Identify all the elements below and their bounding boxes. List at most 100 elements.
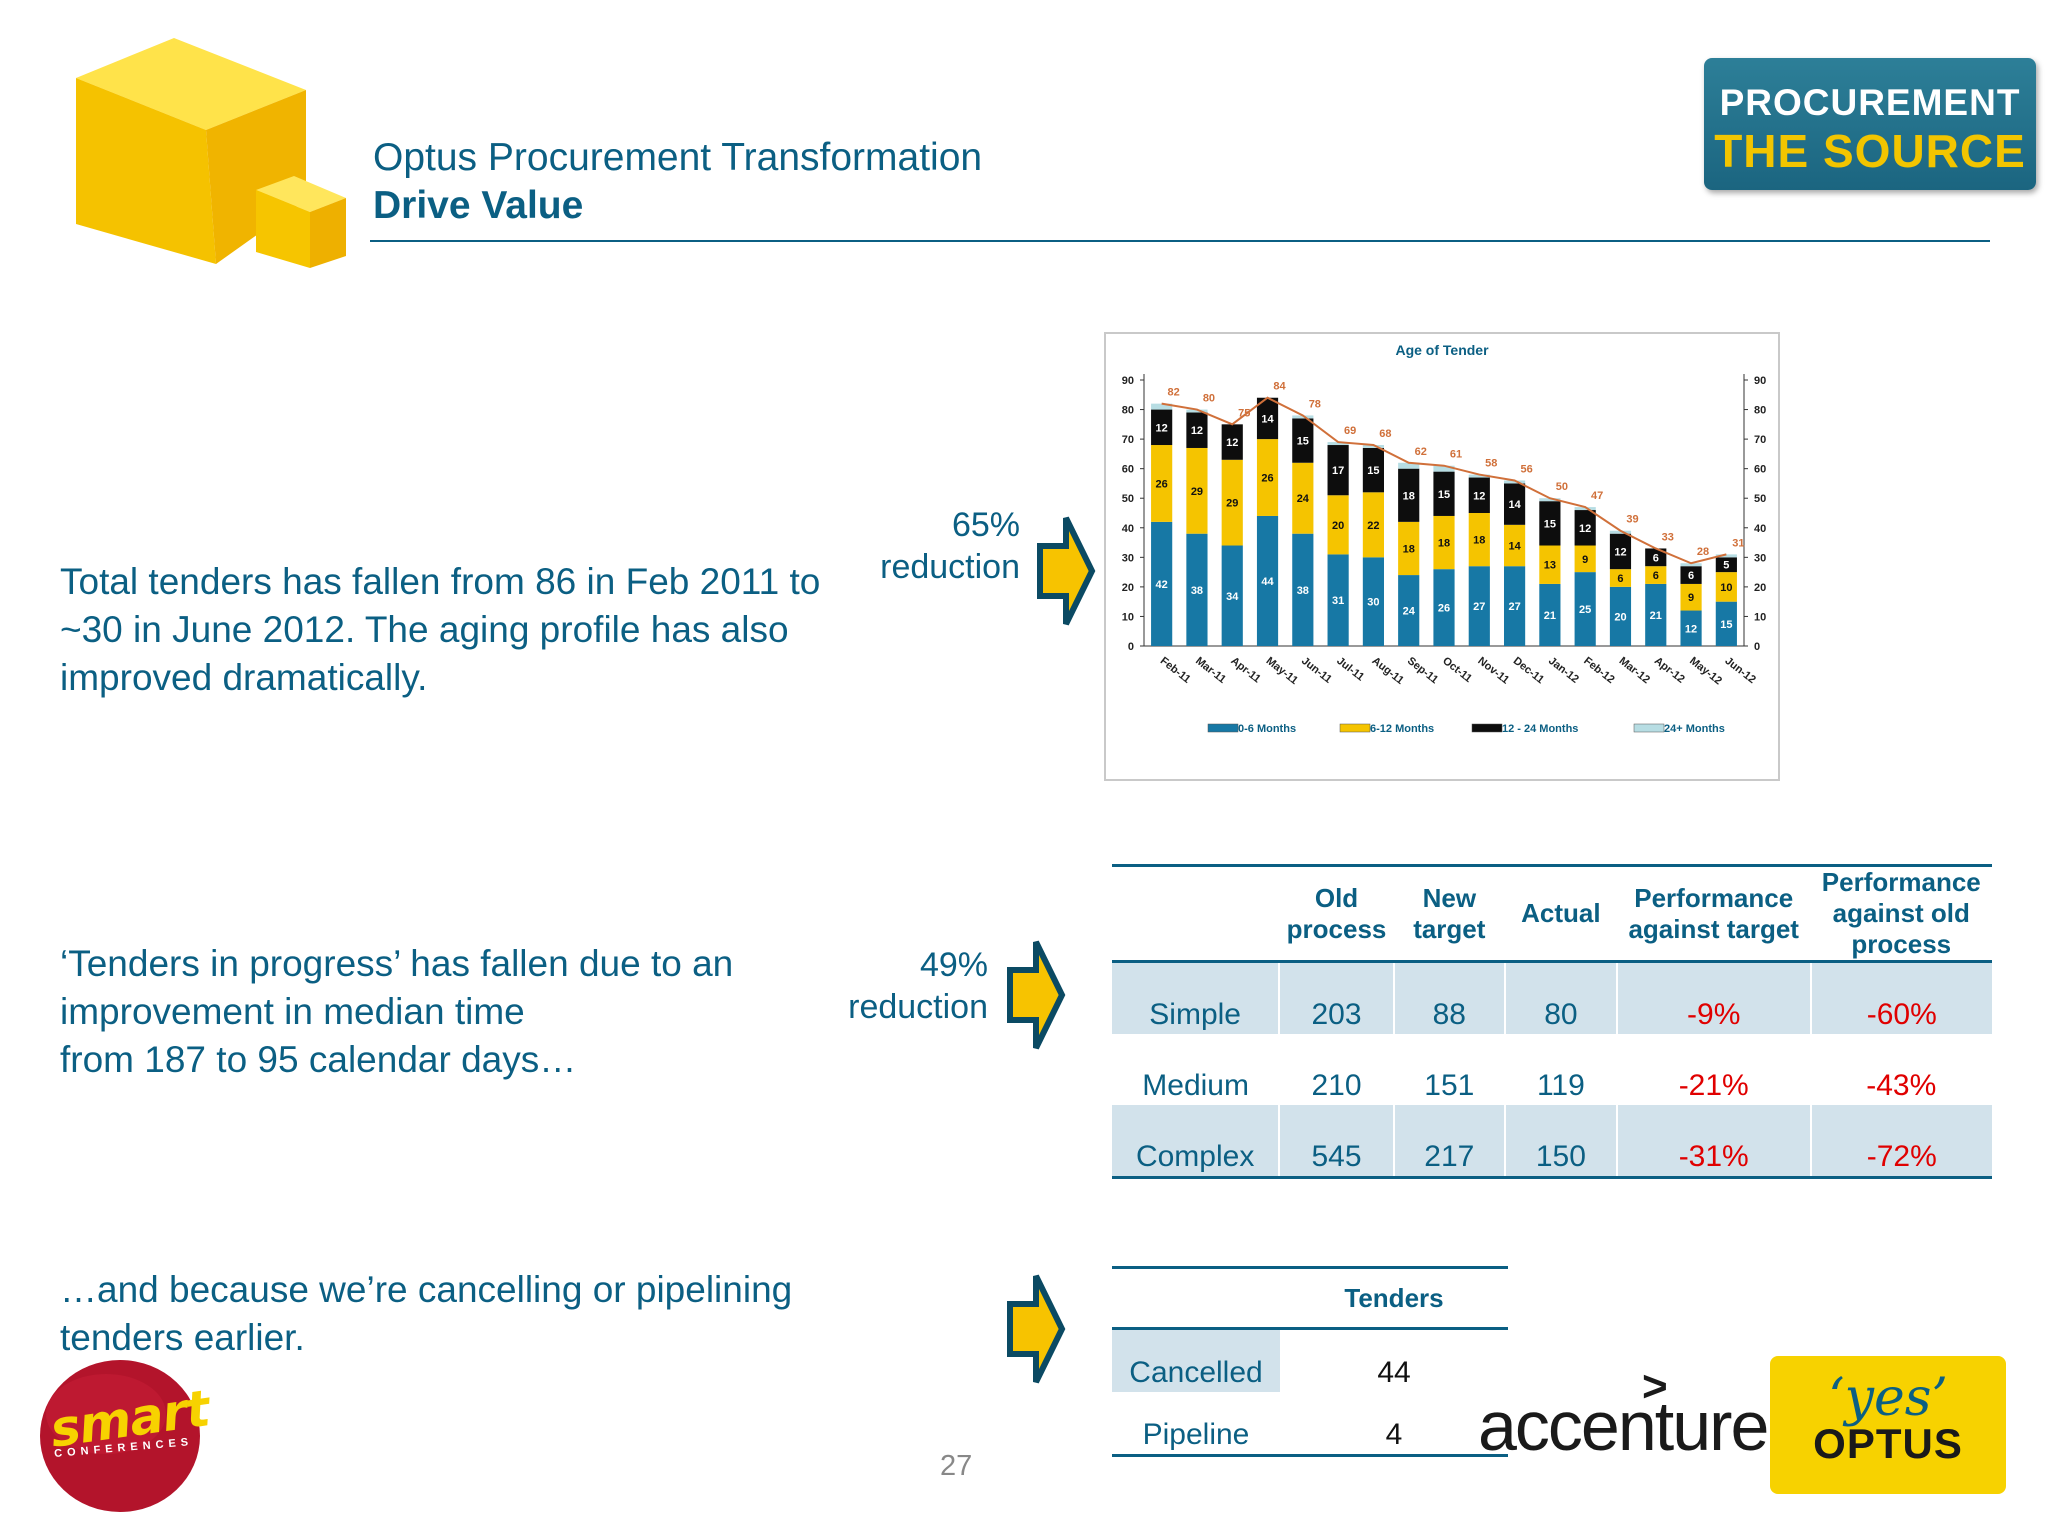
y-tick-label-right: 80 bbox=[1754, 405, 1766, 417]
bar-segment bbox=[1539, 501, 1561, 546]
y-tick-label-right: 20 bbox=[1754, 582, 1766, 594]
total-data-label: 50 bbox=[1556, 481, 1568, 493]
bar-segment bbox=[1645, 548, 1667, 567]
bar-data-label: 9 bbox=[1688, 592, 1694, 604]
bar-data-label: 21 bbox=[1650, 610, 1662, 622]
bar-data-label: 22 bbox=[1367, 520, 1379, 532]
arrow-right-icon bbox=[1007, 1274, 1066, 1384]
bar-segment bbox=[1398, 575, 1420, 646]
cell-actual: 80 bbox=[1503, 961, 1617, 1034]
bar-data-label: 12 bbox=[1191, 425, 1203, 437]
total-data-label: 39 bbox=[1626, 514, 1638, 526]
bar-data-label: 6 bbox=[1617, 573, 1623, 585]
optus-tagline: ‘yes’ bbox=[1828, 1368, 1948, 1428]
y-tick-label-right: 90 bbox=[1754, 375, 1766, 387]
age-of-tender-chart: Age of Tender 0 0 10 10 20 20 30 30 40 40 50 50 60 60 7… bbox=[1104, 332, 1834, 781]
bar-segment bbox=[1362, 445, 1384, 448]
median-time-table: Old process New target Actual Performanc… bbox=[1112, 864, 1992, 1179]
y-tick-label-right: 0 bbox=[1754, 641, 1760, 653]
cell-value: 44 bbox=[1280, 1328, 1508, 1392]
section-2-text: ‘Tenders in progress’ has fallen due to … bbox=[60, 940, 850, 1084]
bar-data-label: 12 bbox=[1614, 546, 1626, 558]
bar-data-label: 18 bbox=[1438, 538, 1450, 550]
x-tick-label: Jan-12 bbox=[1546, 655, 1581, 686]
bar-data-label: 18 bbox=[1403, 543, 1415, 555]
bar-segment bbox=[1327, 554, 1349, 646]
bar-segment bbox=[1715, 557, 1737, 573]
bar-data-label: 38 bbox=[1297, 585, 1309, 597]
y-tick-label-left: 30 bbox=[1122, 552, 1134, 564]
bar-data-label: 21 bbox=[1544, 610, 1556, 622]
bar-segment bbox=[1292, 462, 1314, 534]
bar-segment bbox=[1715, 601, 1737, 646]
bar-data-label: 31 bbox=[1332, 595, 1344, 607]
section-3-text: …and because we’re cancelling or pipelin… bbox=[60, 1269, 793, 1358]
bar-segment bbox=[1433, 471, 1455, 516]
bar-segment bbox=[1574, 510, 1596, 546]
bar-data-label: 14 bbox=[1261, 413, 1274, 425]
reduction-label-1: 65% reduction bbox=[830, 504, 1020, 588]
row-label: Cancelled bbox=[1112, 1328, 1280, 1392]
bar-segment bbox=[1186, 533, 1208, 646]
bar-data-label: 29 bbox=[1226, 498, 1238, 510]
bar-segment bbox=[1186, 412, 1208, 448]
total-data-label: 75 bbox=[1238, 407, 1250, 419]
bar-data-label: 14 bbox=[1508, 499, 1521, 511]
total-data-label: 61 bbox=[1450, 449, 1462, 461]
cell-new: 217 bbox=[1392, 1105, 1505, 1179]
bar-segment bbox=[1609, 530, 1632, 534]
bar-segment bbox=[1574, 572, 1596, 646]
total-data-label: 58 bbox=[1485, 458, 1497, 470]
bar-segment bbox=[1539, 545, 1561, 584]
table-header-row: Tenders bbox=[1112, 1266, 1508, 1330]
table-row: Medium 210 151 119 -21% -43% bbox=[1112, 1034, 1992, 1105]
legend-swatch bbox=[1339, 723, 1371, 733]
reduction-label-2: 49% reduction bbox=[800, 944, 988, 1028]
reduction-word-1: reduction bbox=[880, 548, 1020, 586]
header-rule bbox=[370, 240, 1990, 242]
bar-data-label: 12 bbox=[1473, 490, 1485, 502]
bar-segment bbox=[1574, 545, 1596, 573]
cell-new: 151 bbox=[1424, 1069, 1475, 1102]
section-2-line-2: improvement in median time bbox=[60, 991, 525, 1032]
y-tick-label-left: 60 bbox=[1122, 464, 1134, 476]
bar-segment bbox=[1715, 572, 1737, 602]
bar-data-label: 18 bbox=[1403, 490, 1415, 502]
bar-segment bbox=[1609, 533, 1632, 570]
bar-data-label: 38 bbox=[1191, 585, 1203, 597]
accenture-logo: accenture bbox=[1478, 1387, 1769, 1465]
bar-data-label: 13 bbox=[1544, 560, 1556, 572]
y-tick-label-right: 70 bbox=[1754, 434, 1766, 446]
table-header-old: Old process bbox=[1279, 864, 1394, 963]
bar-segment bbox=[1221, 545, 1243, 646]
cell-perf-old: -72% bbox=[1809, 1105, 1992, 1179]
table-header-blank bbox=[1112, 1266, 1280, 1330]
chart-canvas: Age of Tender 0 0 10 10 20 20 30 30 40 40 50 50 60 60 7… bbox=[1122, 342, 1834, 735]
bar-segment bbox=[1680, 563, 1702, 567]
table-row: Simple 203 88 80 -9% -60% bbox=[1112, 961, 1992, 1034]
table-header-perf-target: Performance against target bbox=[1616, 864, 1811, 963]
bar-segment bbox=[1504, 524, 1526, 567]
bar-segment bbox=[1504, 566, 1526, 646]
y-tick-label-left: 40 bbox=[1122, 523, 1134, 535]
bar-segment bbox=[1504, 483, 1526, 525]
bar-data-label: 24 bbox=[1297, 493, 1310, 505]
arrow-right-icon bbox=[1007, 940, 1066, 1050]
x-tick-label: Oct-11 bbox=[1440, 655, 1474, 685]
total-data-label: 62 bbox=[1415, 446, 1427, 458]
x-tick-label: Mar-11 bbox=[1193, 655, 1228, 686]
cell-old: 210 bbox=[1311, 1069, 1362, 1102]
bar-segment bbox=[1680, 610, 1702, 646]
arrow-right-icon bbox=[1037, 516, 1096, 626]
bar-data-label: 10 bbox=[1720, 582, 1732, 594]
bar-data-label: 15 bbox=[1297, 436, 1309, 448]
total-data-label: 28 bbox=[1697, 546, 1709, 558]
tenders-table: Tenders Cancelled 44 Pipeline 4 bbox=[1112, 1266, 1508, 1457]
total-data-label: 84 bbox=[1273, 381, 1286, 393]
x-tick-label: Apr-11 bbox=[1228, 655, 1262, 686]
bar-segment bbox=[1362, 557, 1384, 646]
cell-perf-target: -21% bbox=[1678, 1069, 1749, 1102]
cell-perf-old: -60% bbox=[1809, 961, 1992, 1034]
bar-data-label: 15 bbox=[1367, 465, 1379, 477]
total-data-label: 47 bbox=[1591, 490, 1603, 502]
